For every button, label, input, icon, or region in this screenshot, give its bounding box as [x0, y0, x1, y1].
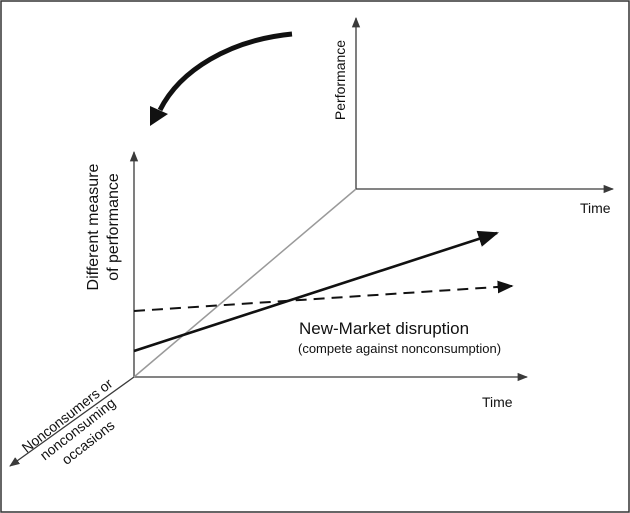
- different-measure-label-line2: of performance: [105, 173, 122, 281]
- solid-trajectory-line: [133, 230, 499, 353]
- dashed-trajectory-line: [133, 280, 514, 312]
- upper-time-label: Time: [580, 200, 611, 216]
- disruption-title: New-Market disruption: [299, 319, 469, 338]
- diagonal-connector-line: [133, 188, 357, 378]
- nonconsumers-label: Nonconsumers or nonconsuming occasions: [19, 375, 119, 468]
- lower-time-label: Time: [482, 394, 513, 410]
- curved-arrow-icon: [150, 31, 293, 126]
- nonconsumers-axis: [9, 376, 135, 467]
- disruption-subtitle: (compete against nonconsumption): [298, 341, 501, 356]
- different-measure-label-line1: Different measure: [85, 163, 102, 290]
- performance-label: Performance: [332, 40, 348, 120]
